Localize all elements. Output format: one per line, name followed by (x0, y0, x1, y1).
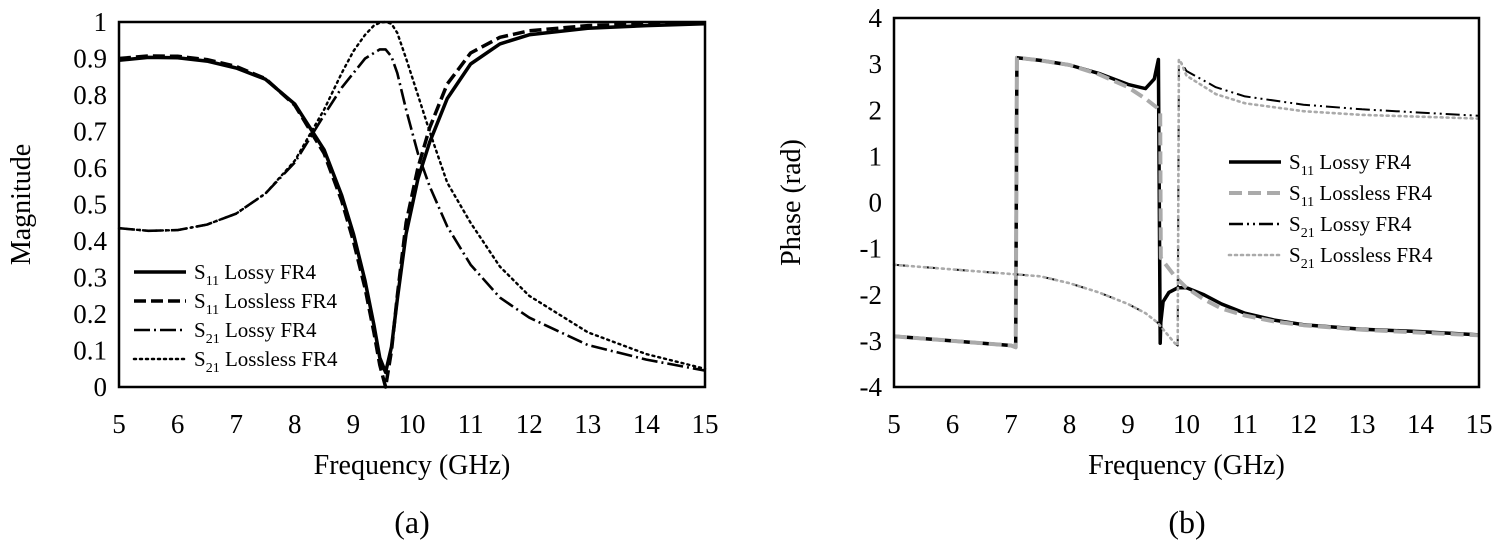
y-tick-label: 0.5 (73, 190, 107, 220)
y-tick-label: 0.3 (73, 263, 107, 293)
x-tick-label: 15 (1466, 409, 1493, 439)
x-tick-label: 12 (1290, 409, 1317, 439)
y-axis-title: Phase (rad) (776, 139, 807, 266)
legend-label-3: S21 Lossy FR4 (1289, 212, 1412, 241)
y-tick-label: 0.2 (73, 299, 107, 329)
x-tick-label: 8 (288, 409, 302, 439)
x-tick-label: 11 (1232, 409, 1258, 439)
y-tick-label: 0.1 (73, 336, 107, 366)
legend-label-4: S21 Lossless FR4 (1289, 243, 1433, 272)
x-axis-title: Frequency (GHz) (1088, 450, 1285, 481)
series-line-2 (893, 55, 1480, 350)
y-tick-label: -2 (860, 280, 883, 310)
y-tick-label: 0 (94, 372, 108, 402)
x-tick-label: 9 (347, 409, 361, 439)
x-tick-label: 7 (1004, 409, 1018, 439)
x-tick-label: 11 (458, 409, 484, 439)
x-tick-label: 14 (1407, 409, 1435, 439)
plot-frame (892, 16, 1481, 389)
y-tick-label: 0.9 (73, 44, 107, 74)
legend-label-3: S21 Lossy FR4 (194, 318, 317, 347)
y-tick-label: -3 (860, 326, 883, 356)
x-tick-label: 6 (946, 409, 960, 439)
x-tick-label: 13 (574, 409, 601, 439)
x-tick-label: 15 (692, 409, 719, 439)
x-tick-label: 8 (1063, 409, 1077, 439)
y-tick-label: 1 (94, 7, 108, 37)
x-tick-label: 13 (1349, 409, 1376, 439)
legend-label-1: S11 Lossy FR4 (194, 260, 317, 289)
x-tick-label: 12 (516, 409, 543, 439)
y-tick-label: 0 (869, 188, 883, 218)
y-tick-label: -1 (860, 234, 883, 264)
x-tick-label: 6 (171, 409, 185, 439)
panel-label-b: (b) (1168, 504, 1205, 540)
x-tick-label: 5 (887, 409, 901, 439)
y-tick-label: 1 (869, 141, 883, 171)
y-axis-title: Magnitude (6, 144, 37, 265)
x-tick-label: 5 (112, 409, 126, 439)
x-axis-title: Frequency (GHz) (314, 450, 511, 481)
plot-frame (117, 20, 707, 389)
panel-label-a: (a) (394, 504, 430, 540)
x-tick-label: 10 (399, 409, 426, 439)
legend-label-1: S11 Lossy FR4 (1289, 150, 1412, 179)
x-tick-label: 14 (633, 409, 661, 439)
series-line-2 (118, 20, 706, 389)
legend-label-4: S21 Lossless FR4 (194, 347, 338, 376)
y-tick-label: 0.6 (73, 153, 107, 183)
y-tick-label: 2 (869, 95, 883, 125)
y-tick-label: 3 (869, 49, 883, 79)
y-tick-label: -4 (860, 372, 883, 402)
x-tick-label: 9 (1121, 409, 1135, 439)
y-tick-label: 4 (869, 3, 883, 33)
chart-a: 5 6 7 8 9 10 11 12 13 14 15 0 0.1 0.2 0.3 0.4 0.5 0.6 0.7 0… (6, 7, 719, 481)
x-tick-label: 10 (1173, 409, 1200, 439)
y-tick-label: 0.7 (73, 117, 107, 147)
x-tick-label: 7 (229, 409, 243, 439)
legend-label-2: S11 Lossless FR4 (1289, 181, 1433, 210)
y-tick-label: 0.8 (73, 80, 107, 110)
series-lines (892, 55, 1481, 350)
y-tick-label: 0.4 (73, 226, 107, 256)
series-line-4 (892, 58, 1481, 347)
chart-b: 5 6 7 8 9 10 11 12 13 14 15-4-3-2-101234Frequency … (776, 3, 1493, 481)
legend-label-2: S11 Lossless FR4 (194, 289, 338, 318)
